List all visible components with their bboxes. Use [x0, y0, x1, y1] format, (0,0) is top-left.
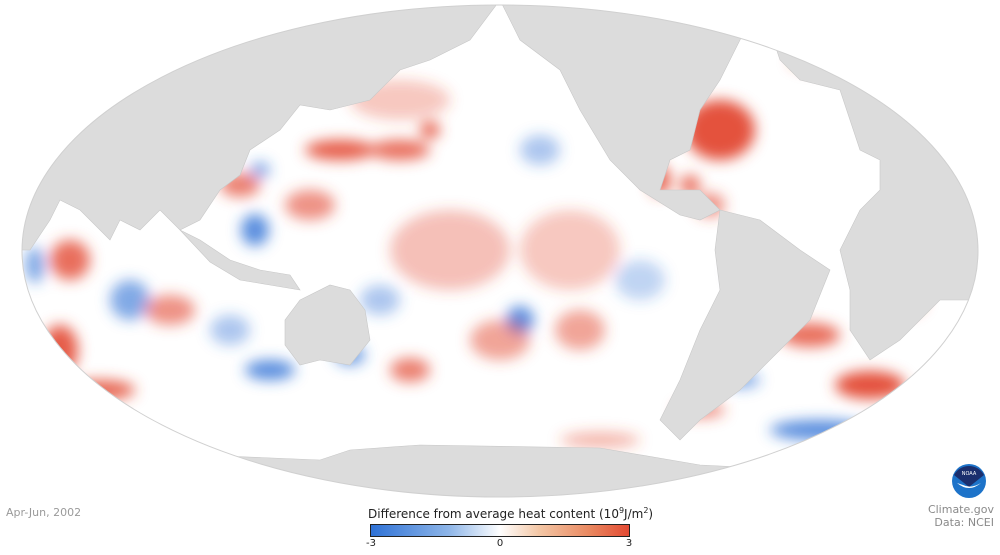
legend-tick-mid: 0 [496, 538, 504, 549]
credit: Climate.gov Data: NCEI [928, 503, 994, 529]
land-antarctica [22, 444, 978, 497]
cool-anomaly-region [245, 360, 295, 380]
warm-anomaly-region [65, 380, 135, 400]
warm-anomaly-region [50, 240, 90, 280]
cool-anomaly-region [360, 285, 400, 315]
credit-data: Data: NCEI [934, 516, 994, 529]
land-north-america [499, 5, 761, 221]
cool-anomaly-region [110, 280, 150, 320]
land-south-america [659, 209, 831, 441]
warm-anomaly-region [390, 358, 430, 382]
warm-anomaly-region [305, 140, 375, 160]
legend-title-text: Difference from average heat content [368, 507, 596, 521]
cool-anomaly-region [615, 260, 665, 300]
warm-anomaly-region [520, 210, 620, 290]
legend-tick-min: -3 [366, 538, 376, 549]
cool-anomaly-region [25, 247, 45, 283]
cool-anomaly-region [520, 135, 560, 165]
cool-anomaly-region [250, 162, 270, 178]
warm-anomaly-region [285, 190, 335, 220]
warm-anomaly-region [145, 295, 195, 325]
warm-anomaly-region [42, 325, 78, 375]
legend-color-bar [370, 524, 630, 537]
warm-anomaly-region [420, 122, 440, 138]
noaa-logo-icon: NOAA [952, 464, 986, 498]
cool-anomaly-region [241, 214, 269, 246]
period-label: Apr-Jun, 2002 [6, 506, 82, 519]
color-legend: Difference from average heat content (10… [366, 506, 653, 549]
cool-anomaly-region [210, 315, 250, 345]
heat-content-map [21, 4, 979, 498]
warm-anomaly-region [470, 320, 530, 360]
warm-anomaly-region [370, 140, 430, 160]
warm-anomaly-region [390, 210, 510, 290]
legend-unit: (109J/m2) [599, 506, 654, 521]
warm-anomaly-region [560, 432, 640, 448]
legend-title: Difference from average heat content (10… [368, 506, 653, 521]
warm-anomaly-region [685, 100, 755, 160]
land-southeast-asia [179, 229, 301, 291]
warm-anomaly-region [835, 371, 905, 399]
land-australia [284, 284, 371, 366]
svg-text:NOAA: NOAA [962, 471, 977, 477]
legend-tick-max: 3 [625, 538, 633, 549]
warm-anomaly-region [555, 310, 605, 350]
cool-anomaly-region [770, 420, 870, 440]
credit-site: Climate.gov [927, 503, 994, 516]
